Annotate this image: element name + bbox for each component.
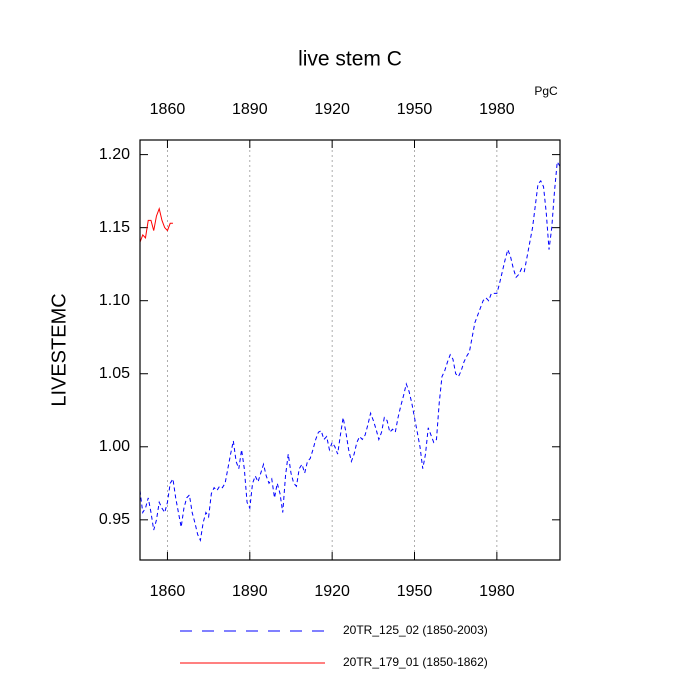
y-tick-label: 1.10 xyxy=(99,292,130,309)
chart-title: live stem C xyxy=(298,48,402,71)
x-tick-label-top: 1920 xyxy=(314,101,350,118)
series-line xyxy=(139,160,561,542)
x-tick-label: 1950 xyxy=(397,583,433,600)
x-tick-label-top: 1890 xyxy=(232,101,268,118)
plot-frame xyxy=(139,139,561,561)
x-tick-label: 1980 xyxy=(479,583,515,600)
y-tick-label: 1.05 xyxy=(99,365,130,382)
y-tick-label: 1.00 xyxy=(99,438,130,455)
x-tick-label-top: 1980 xyxy=(479,101,515,118)
series-line xyxy=(139,206,173,243)
y-tick-label: 0.95 xyxy=(99,511,130,528)
units-label: PgC xyxy=(534,84,558,98)
x-tick-label-top: 1860 xyxy=(150,101,186,118)
x-tick-label-top: 1950 xyxy=(397,101,433,118)
y-tick-label: 1.15 xyxy=(99,219,130,236)
x-tick-label: 1920 xyxy=(314,583,350,600)
y-axis-label: LIVESTEMC xyxy=(48,293,70,406)
y-tick-label: 1.20 xyxy=(99,146,130,163)
x-tick-label: 1890 xyxy=(232,583,268,600)
legend-label: 20TR_179_01 (1850-1862) xyxy=(343,655,488,669)
legend-label: 20TR_125_02 (1850-2003) xyxy=(343,623,488,637)
x-tick-label: 1860 xyxy=(150,583,186,600)
